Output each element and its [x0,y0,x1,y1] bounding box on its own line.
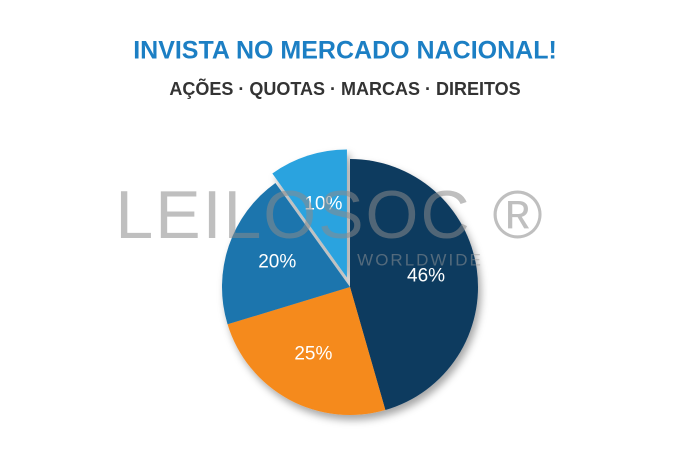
slice-label: 25% [294,343,332,364]
pie-slice [350,159,478,411]
watermark-subtitle: WORLDWIDE [357,250,483,269]
slice-label: 20% [258,251,296,272]
slice-labels: 46% 25% 20% 10% [258,193,445,364]
chart-subtitle: AÇÕES · QUOTAS · MARCAS · DIREITOS [169,78,520,99]
pie-slice [227,287,386,416]
chart-title: INVISTA NO MERCADO NACIONAL! [133,37,557,65]
slice-label: 46% [407,265,445,286]
pie-slice [272,149,347,278]
watermark: LEILOSOC ® [115,177,544,253]
slice-label: 10% [304,193,342,214]
pie [221,149,478,416]
pie-slice [221,182,350,325]
